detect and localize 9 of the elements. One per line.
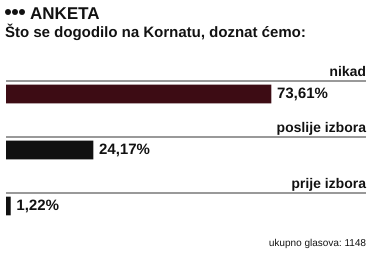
y-tick-label: nikad bbox=[329, 62, 366, 79]
chart-title: ANKETA bbox=[30, 4, 100, 24]
chart-subtitle: Što se dogodilo na Kornatu, doznat ćemo: bbox=[5, 24, 306, 41]
y-tick-label: prije izbora bbox=[291, 174, 366, 191]
data-label: 73,61% bbox=[276, 85, 328, 102]
data-label: 24,17% bbox=[99, 141, 150, 158]
y-tick-label: poslije izbora bbox=[276, 118, 366, 135]
text: ukupno glasova: 1148 bbox=[268, 238, 366, 249]
data-label: 1,22% bbox=[16, 197, 59, 214]
